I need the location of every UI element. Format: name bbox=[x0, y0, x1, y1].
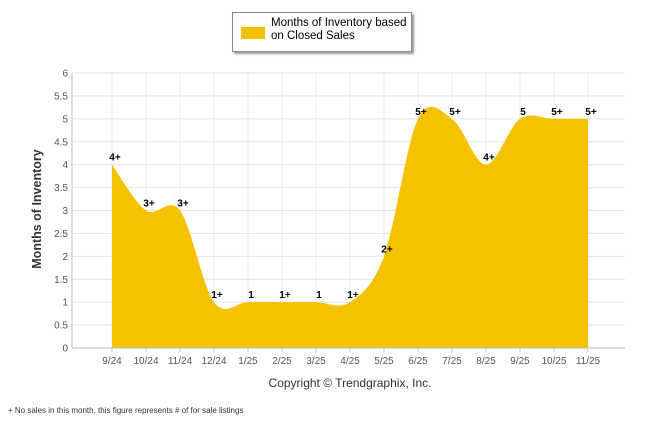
area-layer bbox=[112, 106, 588, 348]
x-tick-label: 9/24 bbox=[102, 356, 122, 367]
data-labels: 4+ 3+ 3+ 1+ 1 1+ 1 1+ 2+ 5+ 5+ 4+ 5 5+ 5+ bbox=[109, 107, 597, 301]
y-tick-label: 0.5 bbox=[54, 321, 68, 332]
copyright-text: Copyright © Trendgraphix, Inc. bbox=[268, 376, 432, 390]
area-series bbox=[112, 106, 588, 348]
data-label: 5+ bbox=[449, 107, 461, 118]
data-label: 3+ bbox=[177, 199, 189, 210]
data-label: 3+ bbox=[143, 199, 155, 210]
y-tick-label: 5 bbox=[62, 114, 68, 125]
y-tick-label: 1.5 bbox=[54, 275, 68, 286]
x-tick-label: 3/25 bbox=[306, 356, 326, 367]
y-tick-label: 4 bbox=[62, 160, 68, 171]
data-label: 5+ bbox=[585, 107, 597, 118]
data-label: 1+ bbox=[211, 290, 223, 301]
y-tick-label: 2.5 bbox=[54, 229, 68, 240]
data-label: 5 bbox=[520, 107, 526, 118]
y-tick-label: 3.5 bbox=[54, 183, 68, 194]
data-label: 4+ bbox=[483, 153, 495, 164]
x-tick-label: 7/25 bbox=[442, 356, 462, 367]
x-tick-label: 6/25 bbox=[408, 356, 428, 367]
x-tick-label: 5/25 bbox=[374, 356, 394, 367]
axes: 0 0.5 1 1.5 2 2.5 3 3.5 4 4.5 5 5.5 6 9/24 10/24 11/24 1… bbox=[54, 69, 625, 367]
x-tick-label: 10/25 bbox=[541, 356, 566, 367]
data-label: 1 bbox=[316, 290, 322, 301]
x-tick-label: 10/24 bbox=[133, 356, 158, 367]
y-tick-label: 5.5 bbox=[54, 91, 68, 102]
data-label: 5+ bbox=[551, 107, 563, 118]
x-tick-label: 2/25 bbox=[272, 356, 292, 367]
x-tick-label: 1/25 bbox=[238, 356, 258, 367]
y-tick-label: 3 bbox=[62, 206, 68, 217]
x-tick-label: 12/24 bbox=[201, 356, 226, 367]
footnote: + No sales in this month, this figure re… bbox=[8, 406, 244, 415]
x-tick-label: 11/24 bbox=[168, 356, 193, 367]
legend-label: Months of Inventory based on Closed Sale… bbox=[271, 17, 407, 42]
data-label: 5+ bbox=[415, 107, 427, 118]
y-tick-label: 2 bbox=[62, 252, 68, 263]
data-label: 1 bbox=[248, 290, 254, 301]
data-label: 1+ bbox=[279, 290, 291, 301]
data-label: 2+ bbox=[381, 244, 393, 255]
y-tick-label: 0 bbox=[62, 344, 68, 355]
x-tick-label: 8/25 bbox=[476, 356, 496, 367]
x-tick-label: 11/25 bbox=[576, 356, 601, 367]
y-tick-label: 4.5 bbox=[54, 137, 68, 148]
y-tick-label: 1 bbox=[62, 298, 68, 309]
legend: Months of Inventory based on Closed Sale… bbox=[232, 12, 412, 52]
x-tick-label: 4/25 bbox=[340, 356, 360, 367]
x-tick-label: 9/25 bbox=[510, 356, 530, 367]
y-axis-title: Months of Inventory bbox=[30, 149, 44, 269]
data-label: 1+ bbox=[347, 290, 359, 301]
y-tick-label: 6 bbox=[62, 69, 68, 80]
data-label: 4+ bbox=[109, 153, 121, 164]
legend-swatch bbox=[241, 27, 265, 39]
